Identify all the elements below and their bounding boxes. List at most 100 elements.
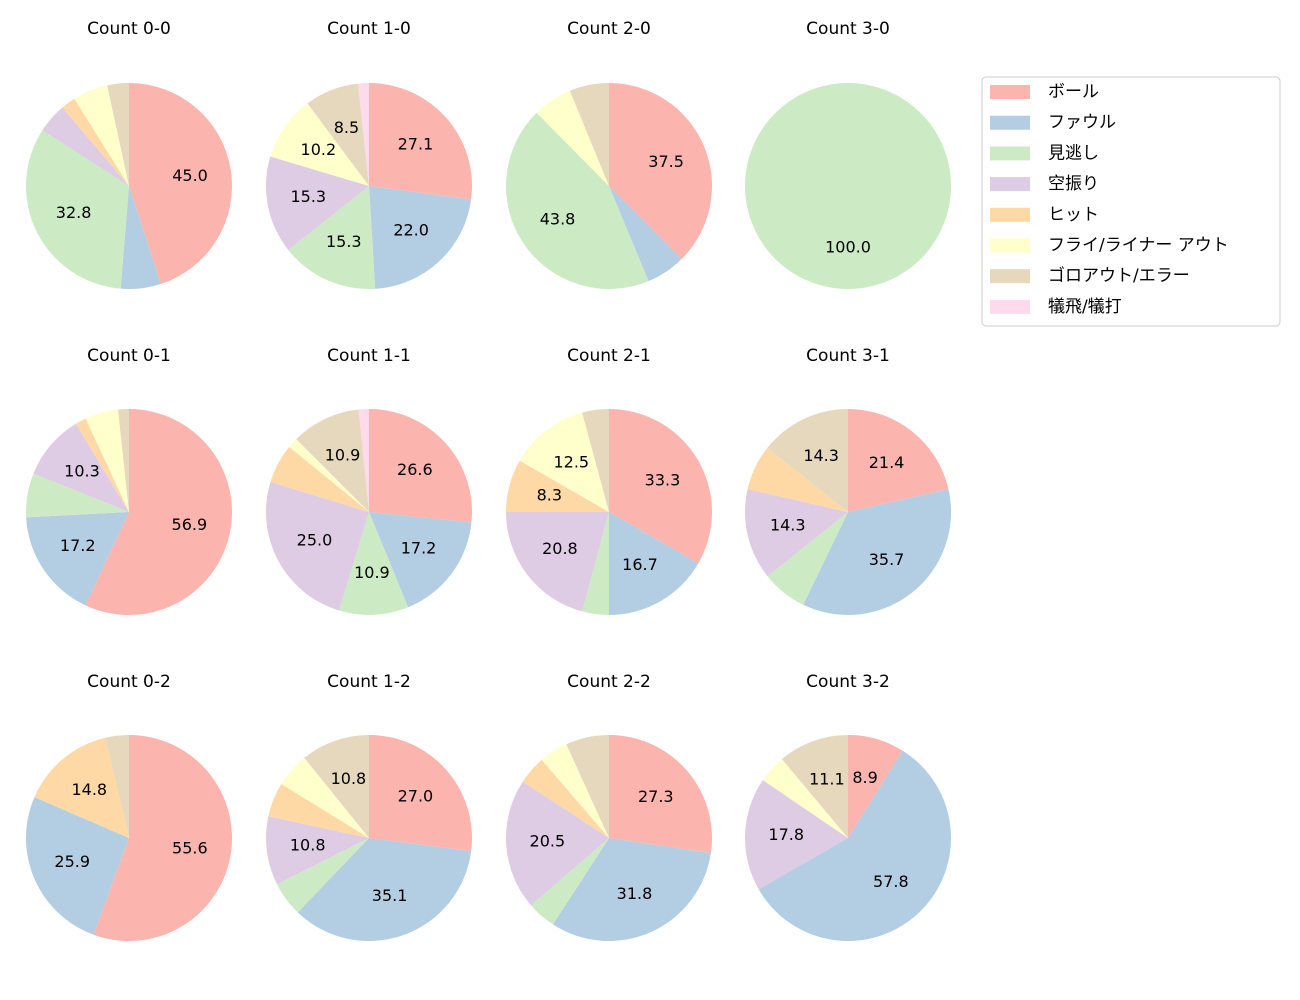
slice-label: 17.2 xyxy=(60,536,96,555)
pie-slice xyxy=(339,512,409,615)
pie-title: Count 0-1 xyxy=(87,346,171,366)
pie-slice xyxy=(105,735,129,838)
pie-slice xyxy=(288,186,376,289)
pie-slice xyxy=(266,482,369,611)
slice-label: 12.5 xyxy=(553,453,589,472)
slice-label: 27.3 xyxy=(638,787,674,806)
legend-swatch xyxy=(990,85,1030,99)
pie-slice xyxy=(747,447,848,512)
legend-swatch xyxy=(990,299,1030,314)
pie-slice xyxy=(34,737,129,838)
legend-swatch xyxy=(990,146,1030,161)
slice-label: 10.8 xyxy=(331,769,367,788)
slice-label: 10.8 xyxy=(290,835,326,854)
pie-title: Count 0-0 xyxy=(87,19,171,39)
slice-label: 100.0 xyxy=(825,237,871,256)
slice-label: 17.2 xyxy=(401,538,437,557)
pie-slice xyxy=(33,423,129,512)
slice-label: 10.9 xyxy=(354,563,390,582)
slice-label: 14.3 xyxy=(770,515,806,534)
slice-label: 32.8 xyxy=(56,203,92,222)
slice-label: 8.3 xyxy=(537,486,562,505)
slice-label: 55.6 xyxy=(172,838,208,857)
pie-slice xyxy=(519,412,609,512)
legend-label: フライ/ライナー アウト xyxy=(1048,236,1229,256)
slice-label: 10.3 xyxy=(64,461,100,480)
pie-title: Count 1-0 xyxy=(327,19,411,39)
legend-swatch xyxy=(990,269,1030,284)
legend-swatch xyxy=(990,238,1030,253)
slice-label: 35.7 xyxy=(869,550,905,569)
pie-slice xyxy=(25,473,129,518)
slice-label: 57.8 xyxy=(873,872,909,891)
pie-slice xyxy=(536,90,609,186)
slice-label: 22.0 xyxy=(393,221,429,240)
legend-label: 犠飛/犠打 xyxy=(1048,297,1122,317)
pie-slice xyxy=(93,735,233,941)
legend-label: 見逃し xyxy=(1048,143,1099,163)
slice-label: 14.8 xyxy=(71,780,107,799)
slice-label: 56.9 xyxy=(172,515,208,534)
slice-label: 27.1 xyxy=(398,135,434,154)
pie-title: Count 2-1 xyxy=(567,346,651,366)
pie-slice xyxy=(848,735,903,838)
legend-box xyxy=(981,76,1281,327)
slice-label: 20.8 xyxy=(542,539,578,558)
pie-slice xyxy=(758,750,951,942)
pie-slice xyxy=(609,83,712,260)
pie-slice xyxy=(609,735,713,854)
legend-swatch xyxy=(990,177,1030,192)
pie-slice xyxy=(107,83,129,186)
slice-label: 16.7 xyxy=(622,555,658,574)
slice-label: 10.9 xyxy=(325,446,361,465)
pie-slice xyxy=(281,757,369,838)
legend-swatch xyxy=(990,207,1030,222)
slice-label: 27.0 xyxy=(398,787,434,806)
legend-label: 空振り xyxy=(1048,174,1099,194)
pie-slice xyxy=(85,409,129,512)
pie-slice xyxy=(569,83,609,186)
pie-title: Count 2-0 xyxy=(567,19,651,39)
pie-slice xyxy=(767,409,848,512)
pie-slice xyxy=(369,735,472,852)
slice-label: 25.0 xyxy=(297,531,333,550)
pie-slice xyxy=(307,83,369,186)
pie-title: Count 3-0 xyxy=(806,19,890,39)
pie-slice xyxy=(609,512,699,615)
pie-slice xyxy=(609,186,682,282)
pie-slice xyxy=(541,744,609,838)
pie-slice xyxy=(297,838,472,941)
slice-label: 8.5 xyxy=(334,118,359,137)
pie-slice xyxy=(369,512,472,608)
pie-slice xyxy=(74,85,129,186)
slice-label: 37.5 xyxy=(648,152,684,171)
pie-slice xyxy=(296,409,369,512)
pie-slice xyxy=(266,156,369,250)
pie-slice xyxy=(85,409,233,615)
pie-slice xyxy=(609,409,712,564)
pie-slice xyxy=(270,103,369,186)
legend-label: ボール xyxy=(1048,82,1099,102)
pie-slice xyxy=(268,783,369,838)
legend-label: ゴロアウト/エラー xyxy=(1048,265,1190,286)
slice-label: 26.6 xyxy=(397,460,433,479)
pie-slice xyxy=(270,446,369,512)
pie-slice xyxy=(531,838,609,925)
pie-title: Count 3-2 xyxy=(806,672,890,692)
pie-slice xyxy=(369,186,472,289)
legend-label: ヒット xyxy=(1048,205,1099,225)
pie-slice xyxy=(582,409,609,512)
pie-slice xyxy=(506,112,649,290)
pie-slice xyxy=(358,83,369,186)
legend-label: ファウル xyxy=(1048,113,1116,133)
slice-label: 25.9 xyxy=(54,852,90,871)
pie-slice xyxy=(582,512,609,615)
slice-label: 10.2 xyxy=(301,140,337,159)
slice-label: 31.8 xyxy=(617,884,653,903)
slice-label: 33.3 xyxy=(645,471,681,490)
pie-slice xyxy=(767,512,848,605)
pie-slice xyxy=(506,512,609,612)
slice-label: 15.3 xyxy=(326,232,362,251)
pie-slice xyxy=(745,780,848,890)
